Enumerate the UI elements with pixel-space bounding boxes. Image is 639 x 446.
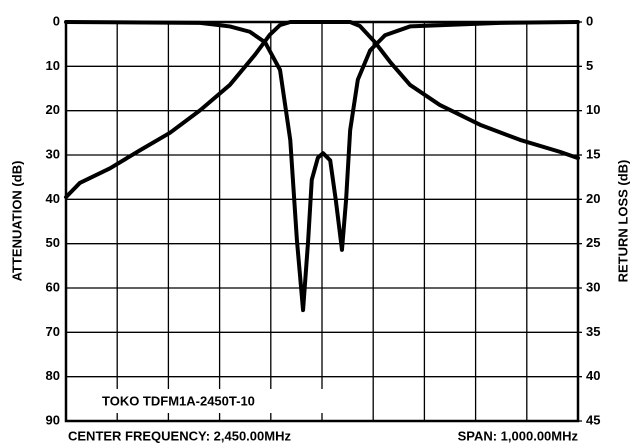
y2-axis-title: RETURN LOSS (dB) [615,160,630,283]
curve [64,20,580,200]
y-tick-label: 90 [46,412,60,427]
y2-tick-label: 30 [586,279,600,294]
y-tick-label: 20 [46,102,60,117]
y-tick-label: 0 [53,13,60,28]
y2-tick-label: 35 [586,324,600,339]
x-label: CENTER FREQUENCY: 2,450.00MHz [68,428,291,443]
y-tick-label: 30 [46,146,60,161]
y-tick-label: 70 [46,324,60,339]
y2-tick-label: 5 [586,58,593,73]
y2-tick-label: 25 [586,235,600,250]
annotation-box [96,389,331,413]
y-tick-label: 60 [46,279,60,294]
annotation: TOKO TDFM1A-2450T-10 [102,393,255,408]
y2-tick-label: 15 [586,146,600,161]
y-tick-label: 80 [46,368,60,383]
y-axis-title: ATTENUATION (dB) [9,161,24,282]
y2-tick-label: 10 [586,102,600,117]
x-label: SPAN: 1,000.00MHz [458,428,579,443]
y-tick-label: 40 [46,191,60,206]
y-tick-label: 10 [46,58,60,73]
y2-tick-label: 40 [586,368,600,383]
y2-tick-label: 20 [586,191,600,206]
curve [64,20,580,313]
y-tick-label: 50 [46,235,60,250]
y2-tick-label: 0 [586,13,593,28]
y2-tick-label: 45 [586,412,600,427]
